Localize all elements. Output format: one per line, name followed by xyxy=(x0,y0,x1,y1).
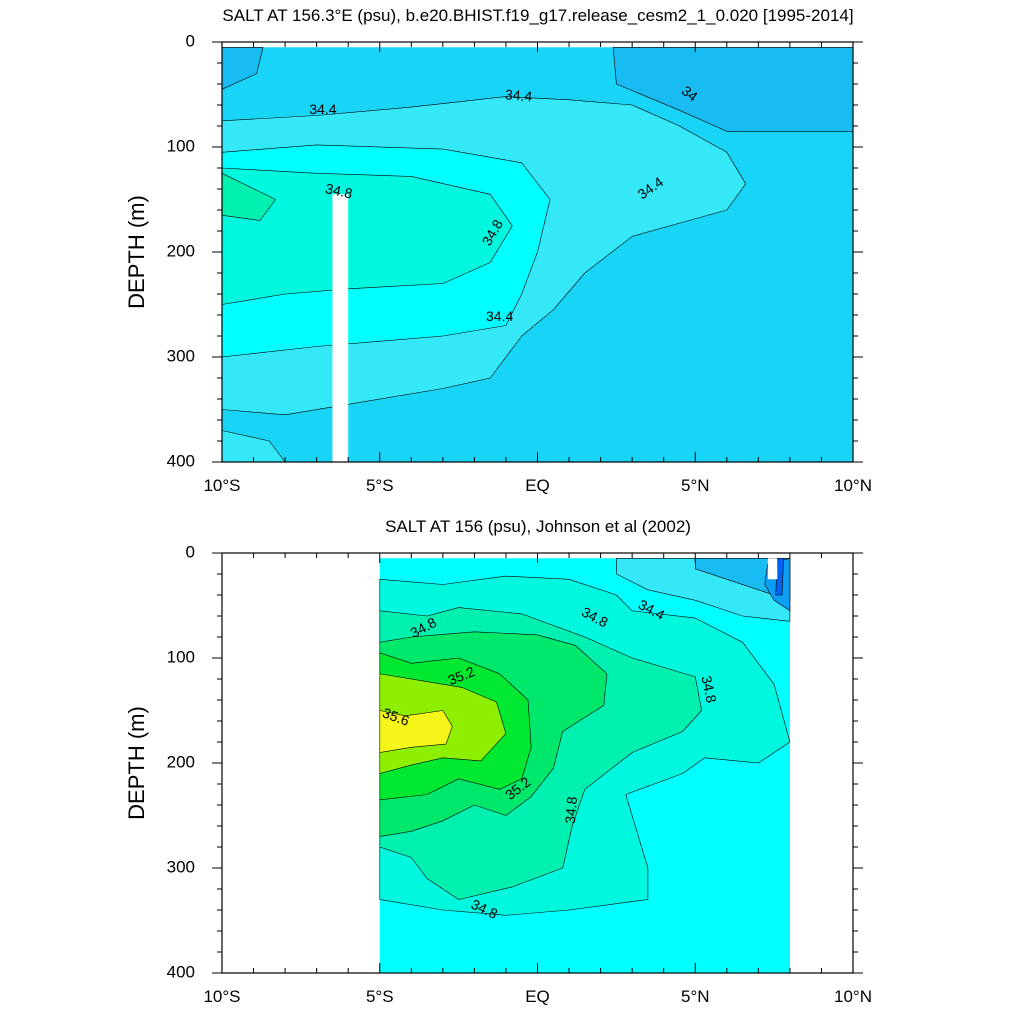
x-tick-label: 10°S xyxy=(203,476,240,495)
contour-region xyxy=(221,167,513,305)
y-tick-label: 400 xyxy=(167,962,195,981)
y-tick-label: 300 xyxy=(167,346,195,365)
contour-plot-area xyxy=(221,46,854,463)
missing-data-overlay xyxy=(767,558,778,580)
y-axis-title: DEPTH (m) xyxy=(124,706,149,820)
axes: 10°S 5°S EQ 5°N 10°N 0 100 200 300 400 xyxy=(167,31,872,495)
y-tick-label: 200 xyxy=(167,241,195,260)
contour-label: 34.4 xyxy=(309,101,336,117)
x-tick-label: 5°S xyxy=(366,987,394,1006)
x-tick-label: EQ xyxy=(525,476,550,495)
y-axis-title: DEPTH (m) xyxy=(124,195,149,309)
contour-region xyxy=(775,557,784,596)
x-tick-label: 5°S xyxy=(366,476,394,495)
y-tick-label: 200 xyxy=(167,752,195,771)
contour-label: 34.4 xyxy=(486,308,513,324)
y-tick-label: 100 xyxy=(167,647,195,666)
contour-plot-area xyxy=(379,557,791,973)
missing-data-notch xyxy=(767,558,778,580)
contour-label: 34.8 xyxy=(698,674,719,704)
y-tick-label: 400 xyxy=(167,451,195,470)
contour-label: 34.4 xyxy=(504,86,533,104)
model-salinity-panel: SALT AT 156.3°E (psu), b.e20.BHIST.f19_g… xyxy=(124,6,872,495)
axes: 10°S 5°S EQ 5°N 10°N 0 100 200 300 400 xyxy=(167,542,872,1006)
x-tick-label: EQ xyxy=(525,987,550,1006)
x-tick-label: 5°N xyxy=(681,476,710,495)
contour-label: 34.8 xyxy=(562,796,580,825)
contour-region xyxy=(379,710,453,753)
missing-data-column xyxy=(332,194,349,462)
y-tick-label: 0 xyxy=(186,31,195,50)
y-tick-label: 0 xyxy=(186,542,195,561)
x-tick-label: 5°N xyxy=(681,987,710,1006)
x-tick-label: 10°N xyxy=(834,987,872,1006)
missing-data-overlay xyxy=(332,194,349,462)
x-tick-label: 10°S xyxy=(203,987,240,1006)
contour-label: 34.8 xyxy=(324,180,354,201)
panel-title: SALT AT 156 (psu), Johnson et al (2002) xyxy=(385,517,691,536)
y-tick-label: 300 xyxy=(167,857,195,876)
panel-title: SALT AT 156.3°E (psu), b.e20.BHIST.f19_g… xyxy=(222,6,853,25)
y-tick-label: 100 xyxy=(167,136,195,155)
observed-salinity-panel: SALT AT 156 (psu), Johnson et al (2002) … xyxy=(124,517,872,1006)
x-tick-label: 10°N xyxy=(834,476,872,495)
